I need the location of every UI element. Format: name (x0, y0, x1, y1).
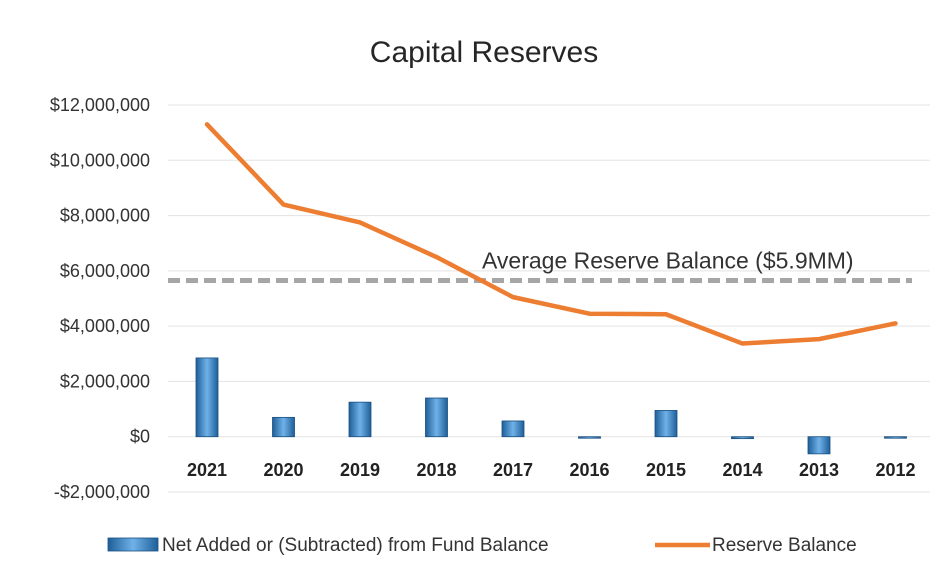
y-axis-ticks: $12,000,000 $10,000,000 $8,000,000 $6,000,0… (50, 95, 150, 502)
x-tick-label: 2018 (416, 460, 456, 480)
legend-line-label: Reserve Balance (712, 535, 857, 556)
average-annotation: Average Reserve Balance ($5.9MM) (482, 248, 854, 274)
gridlines (168, 104, 930, 493)
legend-bar-swatch (107, 537, 159, 552)
bar-series (195, 357, 907, 455)
bar (884, 436, 907, 439)
legend-bar-label: Net Added or (Subtracted) from Fund Bala… (162, 535, 549, 556)
x-tick-label: 2012 (875, 460, 915, 480)
y-tick-label: $8,000,000 (60, 206, 150, 226)
x-tick-label: 2020 (263, 460, 303, 480)
x-tick-label: 2017 (493, 460, 533, 480)
bar (425, 397, 448, 438)
x-tick-label: 2019 (340, 460, 380, 480)
bar (501, 420, 525, 438)
x-axis-ticks: 2021 2020 2019 2018 2017 2016 2015 2014 2013 2012 (187, 460, 916, 480)
x-tick-label: 2021 (187, 460, 227, 480)
y-tick-label: $2,000,000 (60, 371, 150, 391)
bar (272, 416, 295, 438)
legend: Net Added or (Subtracted) from Fund Bala… (107, 535, 857, 556)
y-tick-label: $10,000,000 (50, 150, 150, 170)
y-tick-label: -$2,000,000 (54, 482, 150, 502)
reserve-balance-line (204, 122, 898, 346)
y-tick-label: $6,000,000 (60, 261, 150, 281)
x-tick-label: 2015 (646, 460, 686, 480)
y-tick-label: $12,000,000 (50, 95, 150, 115)
chart-title: Capital Reserves (370, 36, 598, 69)
bar (654, 410, 678, 438)
x-tick-label: 2016 (569, 460, 609, 480)
bar (731, 436, 754, 440)
bar (807, 436, 831, 455)
x-tick-label: 2014 (722, 460, 762, 480)
y-tick-label: $4,000,000 (60, 316, 150, 336)
bar (195, 357, 219, 438)
line-series (204, 122, 898, 346)
bar (348, 401, 372, 438)
x-tick-label: 2013 (799, 460, 839, 480)
average-reference-line: Average Reserve Balance ($5.9MM) (168, 248, 912, 284)
y-tick-label: $0 (130, 427, 150, 447)
bar (578, 436, 601, 439)
